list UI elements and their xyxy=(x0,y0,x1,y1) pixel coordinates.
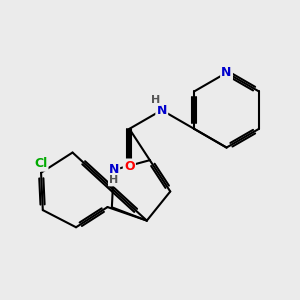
Text: H: H xyxy=(109,175,118,185)
Text: Cl: Cl xyxy=(34,158,47,170)
Text: H: H xyxy=(151,95,160,105)
Text: N: N xyxy=(157,103,167,117)
Text: N: N xyxy=(109,164,119,176)
Text: N: N xyxy=(221,66,232,79)
Text: O: O xyxy=(124,160,135,173)
